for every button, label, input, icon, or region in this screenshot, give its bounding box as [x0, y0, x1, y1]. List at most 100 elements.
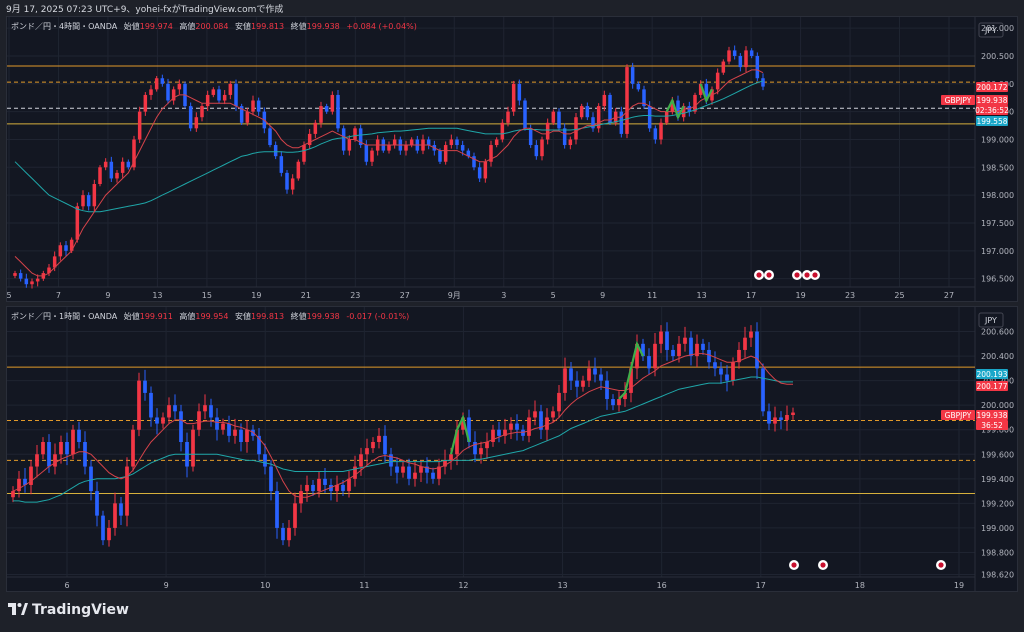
- candle-body: [17, 478, 21, 492]
- candle-body: [120, 161, 125, 173]
- candle-body: [653, 343, 657, 369]
- candle-body: [149, 392, 153, 418]
- tradingview-footer[interactable]: TradingView: [8, 602, 129, 618]
- candle-body: [323, 478, 327, 485]
- y-tick-label: 199.400: [981, 475, 1014, 484]
- price-axis: [975, 17, 1017, 301]
- candle-body: [239, 106, 244, 123]
- candle-body: [460, 145, 465, 151]
- candle-body: [293, 503, 297, 528]
- green-drawing-line: [699, 83, 713, 104]
- candle-body: [302, 145, 306, 162]
- candle-body: [188, 106, 193, 129]
- candle-body: [409, 139, 414, 146]
- symbol-label: ポンド／円・1時間・OANDA: [11, 312, 118, 321]
- candle-body: [268, 128, 272, 146]
- candle-body: [472, 156, 476, 168]
- y-tick-label: 201.000: [981, 24, 1014, 33]
- candle-body: [534, 145, 539, 157]
- candle-body: [485, 442, 489, 449]
- candle-body: [281, 527, 285, 541]
- candle-body: [528, 128, 533, 146]
- candle-body: [65, 442, 69, 455]
- candle-body: [137, 111, 142, 140]
- y-tick-label: 200.000: [981, 401, 1014, 410]
- x-tick-label: 7: [56, 291, 61, 300]
- candle-body: [704, 83, 709, 101]
- moving-average-fast-line: [14, 69, 764, 277]
- candle-body: [562, 128, 567, 146]
- candle-body: [11, 491, 15, 498]
- candle-body: [269, 466, 273, 492]
- event-flag-icon-dot: [756, 272, 762, 278]
- x-tick-label: 10: [260, 581, 270, 590]
- candle-body: [336, 94, 340, 129]
- candle-body: [551, 111, 556, 123]
- candle-body: [629, 368, 633, 393]
- candle-body: [329, 484, 333, 492]
- candle-body: [109, 161, 114, 179]
- candle-body: [641, 343, 645, 357]
- x-tick-label: 25: [894, 291, 904, 300]
- candle-body: [647, 106, 652, 129]
- candle-body: [681, 106, 686, 118]
- candle-body: [47, 267, 51, 274]
- high-value: 200.084: [195, 22, 229, 31]
- price-tag: [976, 420, 1008, 430]
- candle-body: [53, 454, 57, 467]
- candle-body: [791, 412, 795, 415]
- y-tick-label: 199.000: [981, 135, 1014, 144]
- price-tag-label: 199.558: [976, 117, 1007, 126]
- candle-body: [605, 380, 609, 400]
- candle-body: [239, 429, 243, 442]
- chart-panel-4h[interactable]: JPY201.000200.500200.000199.500199.00019…: [6, 16, 1018, 302]
- candle-body: [755, 331, 759, 369]
- candle-body: [494, 139, 499, 146]
- candle-body: [35, 278, 40, 282]
- candle-body: [24, 278, 29, 285]
- x-tick-label: 19: [251, 291, 261, 300]
- candle-body: [58, 245, 63, 257]
- candle-body: [466, 150, 471, 157]
- candle-body: [209, 405, 213, 418]
- candle-body: [483, 161, 488, 179]
- candle-body: [143, 380, 147, 393]
- chart-panel-1h[interactable]: JPY200.600200.400200.200200.000199.80019…: [6, 306, 1018, 592]
- candle-body: [653, 128, 658, 140]
- green-drawing-line: [449, 414, 471, 455]
- candle-body: [744, 50, 748, 68]
- candle-body: [413, 472, 417, 479]
- y-tick-label: 199.800: [981, 426, 1014, 435]
- candle-body: [647, 356, 651, 369]
- candle-body: [755, 55, 760, 79]
- change-value: -0.017 (-0.01%): [346, 312, 410, 321]
- x-tick-label: 3: [501, 291, 506, 300]
- close-value: 199.938: [306, 312, 340, 321]
- symbol-tag-label: GBPJPY: [945, 411, 972, 420]
- candlestick-chart-4h[interactable]: JPY201.000200.500200.000199.500199.00019…: [7, 17, 1017, 301]
- candle-body: [665, 331, 669, 350]
- candle-body: [290, 178, 295, 190]
- candle-body: [205, 94, 210, 107]
- candle-body: [515, 423, 519, 430]
- moving-average-slow-line: [14, 80, 764, 213]
- candle-body: [749, 331, 753, 338]
- candle-body: [77, 429, 81, 442]
- candle-body: [721, 61, 726, 73]
- low-value: 199.813: [251, 22, 285, 31]
- x-tick-label: 23: [845, 291, 855, 300]
- x-tick-label: 9: [164, 581, 169, 590]
- candle-body: [491, 429, 495, 442]
- candle-body: [341, 484, 345, 492]
- candle-body: [126, 161, 131, 168]
- candle-body: [131, 429, 135, 467]
- event-flag-icon-dot: [812, 272, 818, 278]
- candle-body: [761, 78, 765, 87]
- candlestick-chart-1h[interactable]: JPY200.600200.400200.200200.000199.80019…: [7, 307, 1017, 591]
- currency-label: JPY: [984, 26, 997, 35]
- green-drawing-line: [665, 97, 685, 121]
- price-tag: [976, 105, 1008, 115]
- open-label: 始値: [123, 22, 140, 31]
- candle-body: [137, 380, 141, 430]
- candle-body: [683, 337, 687, 344]
